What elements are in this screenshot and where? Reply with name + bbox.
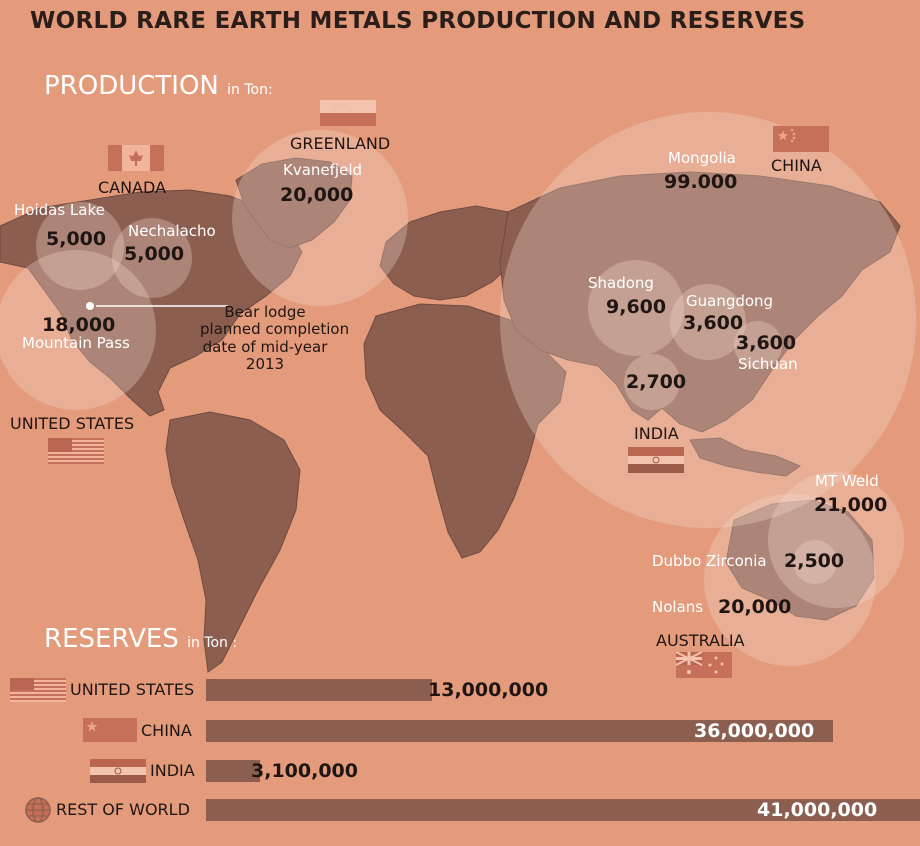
value-kvanefjeld: 20,000	[280, 184, 354, 206]
india-flag-icon	[628, 447, 684, 473]
bear-lodge-annotation: Bear lodge planned completion date of mi…	[200, 303, 350, 373]
production-bubbles	[0, 112, 916, 666]
bear-lodge-marker	[86, 302, 94, 310]
value-hoidas-lake: 5,000	[46, 228, 107, 250]
country-label-china: CHINA	[771, 156, 822, 175]
reserves-heading-text: RESERVES	[44, 624, 179, 654]
country-label-australia: AUSTRALIA	[656, 631, 745, 650]
value-sichuan: 3,600	[736, 332, 797, 354]
value-guangdong: 3,600	[683, 312, 744, 334]
reserves-heading: RESERVES in Ton :	[44, 626, 237, 652]
greenland-landmass	[235, 157, 353, 249]
bear-lodge-line-4: 2013	[245, 354, 285, 373]
reserves-bar-united-states	[206, 679, 432, 701]
australia-flag-icon	[676, 652, 732, 678]
production-heading: PRODUCTION in Ton:	[44, 73, 273, 99]
reserves-value-india: 3,100,000	[251, 760, 358, 782]
reserves-bar-india	[206, 760, 260, 782]
value-nolans: 20,000	[718, 596, 792, 618]
bubble-guangdong	[670, 284, 746, 360]
country-label-united-states: UNITED STATES	[10, 414, 135, 433]
united-states-flag-icon	[48, 438, 104, 464]
site-name-nolans: Nolans	[652, 598, 704, 616]
reserves-label-india: INDIA	[150, 761, 195, 780]
south-america-landmass	[165, 411, 301, 673]
reserves-us-flag-icon	[10, 678, 66, 702]
site-name-mt-weld: MT Weld	[815, 472, 879, 490]
bear-lodge-line-3: date of mid-year	[202, 337, 328, 356]
production-unit: in Ton:	[227, 82, 273, 98]
country-label-canada: CANADA	[98, 178, 167, 197]
bear-lodge-line-2: planned completion	[200, 320, 350, 339]
bubble-mountain-pass	[0, 250, 156, 410]
bubble-dubbo	[793, 540, 837, 584]
canada-flag-icon	[108, 145, 164, 171]
bubble-nolans	[704, 494, 876, 666]
bubble-mt-weld	[768, 472, 904, 608]
reserves-unit: in Ton :	[187, 635, 238, 651]
site-name-dubbo-zirconia: Dubbo Zirconia	[652, 552, 767, 570]
site-name-hoidas-lake: Hoidas Lake	[14, 201, 105, 219]
value-mt-weld: 21,000	[814, 494, 888, 516]
reserves-value-china: 36,000,000	[694, 720, 815, 742]
reserves-bars	[206, 679, 920, 821]
globe-icon	[25, 797, 51, 823]
value-dubbo-zirconia: 2,500	[784, 550, 845, 572]
site-name-mountain-pass: Mountain Pass	[22, 334, 130, 352]
reserves-bar-rest-of-world	[206, 799, 920, 821]
reserves-label-rest-of-world: REST OF WORLD	[56, 800, 190, 819]
reserves-label-china: CHINA	[141, 721, 192, 740]
reserves-value-rest-of-world: 41,000,000	[757, 799, 878, 821]
country-label-india: INDIA	[634, 424, 679, 443]
bubble-hoidas-lake	[36, 202, 124, 290]
china-flag-icon	[773, 126, 829, 152]
australia-landmass	[725, 499, 875, 621]
bear-lodge-line-1: Bear lodge	[224, 303, 306, 321]
reserves-bar-china	[206, 720, 833, 742]
bear-lodge-pointer	[86, 302, 228, 310]
indonesia-landmass	[689, 437, 802, 477]
site-name-mongolia: Mongolia	[668, 149, 736, 167]
reserves-label-united-states: UNITED STATES	[70, 680, 195, 699]
bubble-sichuan	[734, 321, 782, 369]
bubble-mongolia	[500, 112, 916, 528]
value-shadong: 9,600	[606, 296, 667, 318]
bubble-nechalacho	[112, 218, 192, 298]
reserves-china-flag-icon	[83, 718, 137, 742]
site-name-shadong: Shadong	[588, 274, 654, 292]
value-india: 2,700	[626, 371, 687, 393]
country-label-greenland: GREENLAND	[290, 134, 391, 153]
north-america-landmass	[0, 189, 303, 417]
value-mongolia: 99.000	[664, 171, 738, 193]
site-name-guangdong: Guangdong	[686, 292, 774, 310]
reserves-india-flag-icon	[90, 759, 146, 783]
value-nechalacho: 5,000	[124, 243, 185, 265]
reserves-value-united-states: 13,000,000	[428, 679, 549, 701]
bubble-shadong	[588, 260, 684, 356]
site-name-nechalacho: Nechalacho	[128, 222, 216, 240]
bubble-india	[624, 354, 680, 410]
infographic-title: WORLD RARE EARTH METALS PRODUCTION AND R…	[30, 8, 806, 34]
site-name-kvanefjeld: Kvanefjeld	[283, 161, 363, 179]
site-name-sichuan: Sichuan	[738, 355, 798, 373]
land-masses	[0, 157, 901, 673]
bubble-kvanefjeld	[232, 130, 408, 306]
asia-landmass	[499, 171, 901, 433]
value-mountain-pass: 18,000	[42, 314, 116, 336]
production-heading-text: PRODUCTION	[44, 71, 219, 101]
greenland-flag-icon	[320, 100, 376, 126]
